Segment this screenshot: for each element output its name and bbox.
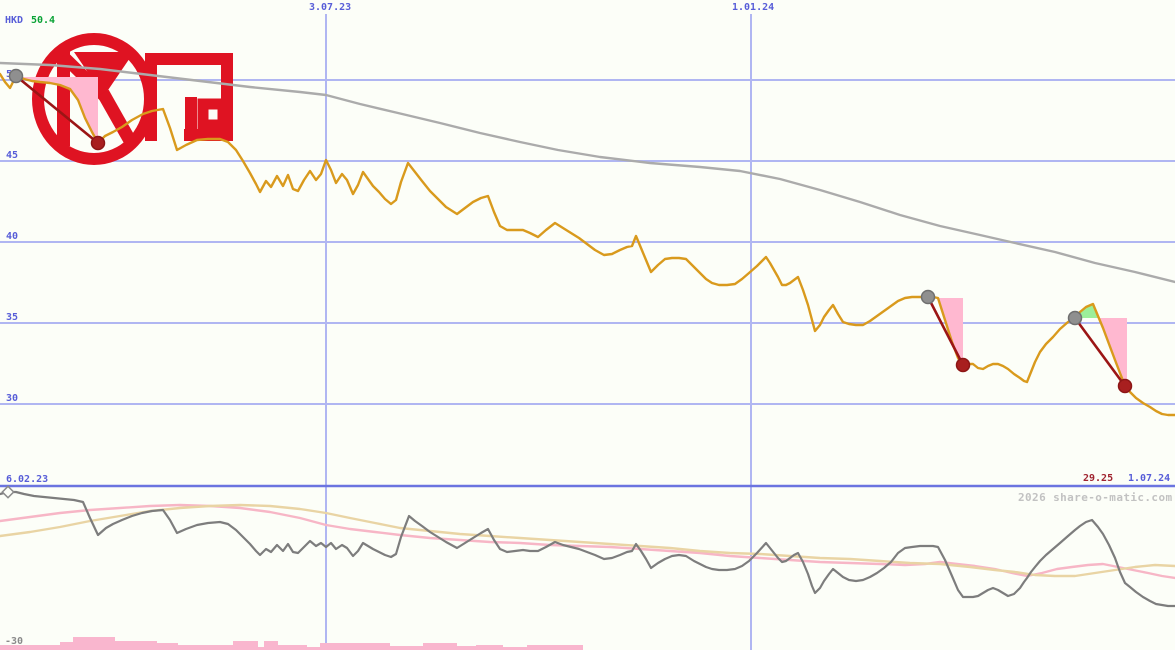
- histogram-bar: [264, 641, 278, 650]
- range-start-date: 6.02.23: [6, 474, 49, 485]
- histogram-bar: [503, 647, 527, 650]
- entry-dot: [1067, 310, 1083, 326]
- y-axis-tick-30: 30: [6, 393, 19, 404]
- currency-label: HKD: [5, 15, 24, 26]
- histogram-bar: [73, 637, 115, 650]
- moving_average-line: [0, 61, 1175, 284]
- exit-dot: [955, 357, 971, 373]
- entry-dot: [8, 68, 24, 84]
- logo-square-bar: [185, 97, 197, 141]
- histogram-bar: [157, 643, 178, 650]
- histogram-bar: [476, 645, 503, 650]
- logo-square-inner: [197, 98, 229, 131]
- trade-line: [926, 296, 965, 366]
- watermark: 2026 share-o-matic.com: [1018, 491, 1173, 504]
- logo-triangle: [74, 52, 134, 96]
- exit-dot: [90, 135, 106, 151]
- oscillator-min-label: -30: [5, 636, 24, 647]
- trade-loss-shade: [16, 77, 98, 143]
- histogram-bar: [178, 645, 233, 650]
- histogram-bar: [258, 647, 264, 650]
- x-axis-date-jan24: 1.01.24: [732, 2, 775, 13]
- histogram-bar: [60, 642, 73, 650]
- histogram-bar: [233, 641, 258, 650]
- signal_fast-line: [0, 503, 1175, 580]
- histogram-bar: [423, 643, 457, 650]
- gridlines: [0, 14, 1175, 650]
- trade-line: [15, 74, 99, 145]
- logo-vertical-bar: [57, 51, 70, 146]
- histogram-bar: [307, 647, 320, 650]
- histogram-bar: [320, 643, 390, 650]
- exit-dot: [1117, 378, 1133, 394]
- data-series: [0, 61, 1175, 650]
- oscillator-line: [0, 490, 1175, 608]
- last-price-label: 29.25: [1083, 473, 1114, 484]
- logo-leg: [97, 89, 139, 150]
- x-axis-date-jul23: 3.07.23: [309, 2, 352, 13]
- y-axis-tick-35: 35: [6, 312, 19, 323]
- histogram-bar: [527, 645, 583, 650]
- entry-dot: [920, 289, 936, 305]
- y-axis-tick-45: 45: [6, 150, 19, 161]
- y-axis-tick-40: 40: [6, 231, 19, 242]
- histogram-bar: [278, 645, 307, 650]
- histogram-bar: [0, 645, 60, 650]
- histogram-bar: [457, 646, 476, 650]
- current-price-label: 50.4: [31, 15, 56, 26]
- histogram-bar: [390, 646, 423, 650]
- trade-line: [1073, 317, 1127, 387]
- range-end-date: 1.07.24: [1128, 473, 1171, 484]
- signal_slow-line: [0, 503, 1175, 578]
- oscillator-start-marker: [1, 485, 15, 499]
- price-line: [0, 72, 1175, 417]
- logo-square-gap: [157, 128, 184, 143]
- histogram-bar: [115, 641, 157, 650]
- brand-logo: [32, 33, 233, 165]
